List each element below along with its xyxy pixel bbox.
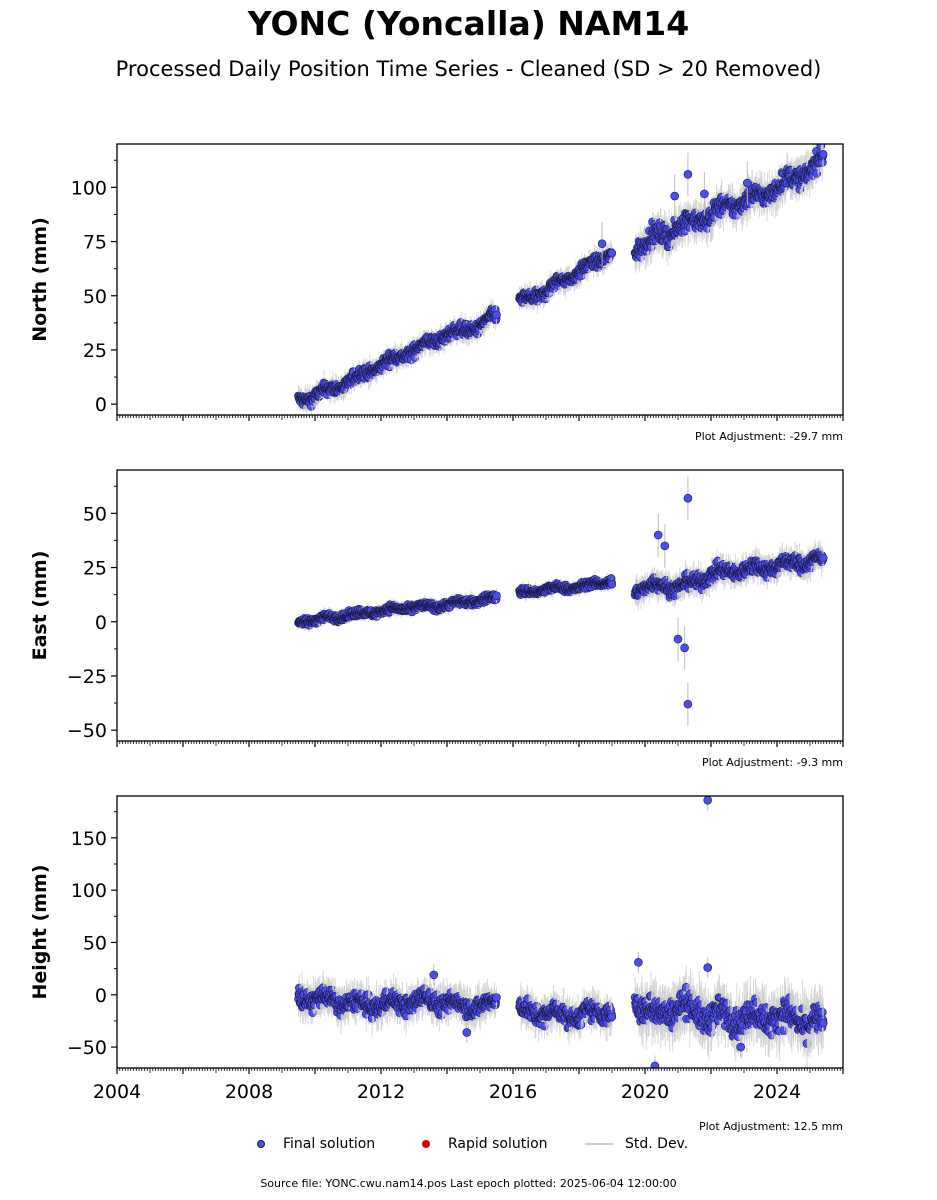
data-points [294,144,828,415]
plot-adjustment-note: Plot Adjustment: -29.7 mm [695,430,843,443]
y-tick-label: 50 [83,286,107,308]
time-series-chart: 0 25 50 75 100 North (mm) Plot Adjustment: -29… [29,143,844,1133]
y-tick-label: 75 [83,232,107,254]
data-point [818,149,828,159]
outlier-point [597,239,607,249]
outlier-point [683,170,693,179]
data-point [492,310,501,320]
outlier-point [670,191,680,201]
y-axis-label: North (mm) [29,217,51,342]
outlier-point [742,178,752,188]
chart-subtitle: Processed Daily Position Time Series - C… [115,57,822,81]
data-points [294,476,828,726]
data-point [607,579,617,589]
data-point [607,248,617,258]
outlier-point [700,189,709,199]
y-tick-label: 25 [83,340,107,362]
y-tick-label: 0 [95,394,107,416]
data-point [492,591,501,601]
plot-frame [116,143,844,416]
panel-north: 0 25 50 75 100 North (mm) Plot Adjustment: -29… [29,143,844,443]
y-tick-label: 100 [71,177,107,199]
chart-title: YONC (Yoncalla) NAM14 [247,4,690,43]
